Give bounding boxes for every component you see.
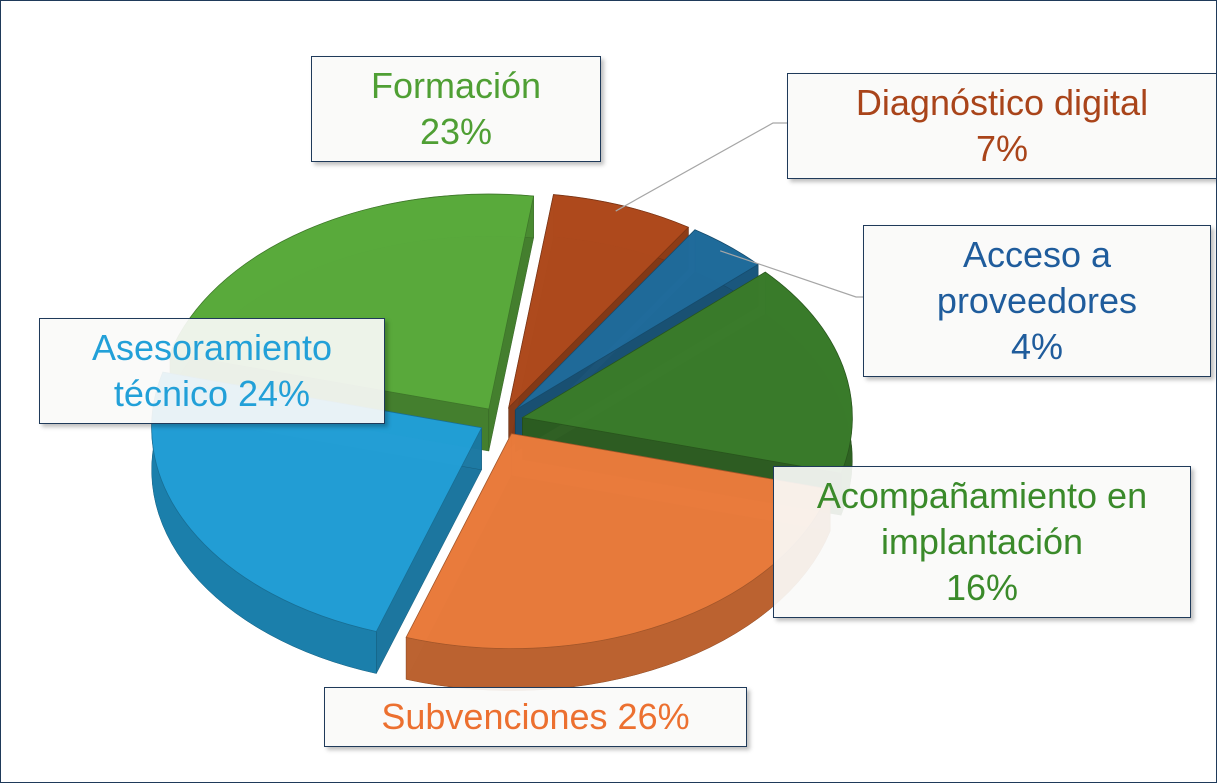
value-label: 23% — [419, 111, 493, 152]
value-label: 24% — [238, 373, 311, 414]
data-label: Asesoramiento técnico 24% — [39, 318, 385, 424]
category-label: Asesoramiento técnico — [91, 327, 333, 414]
data-label: Subvenciones 26% — [324, 687, 747, 747]
slice — [521, 271, 853, 474]
value-label: 4% — [1010, 326, 1064, 367]
value-label: 26% — [617, 696, 690, 737]
category-label: Acompañamiento en implantación — [816, 475, 1148, 562]
leader-line — [720, 250, 863, 298]
data-label: Diagnóstico digital 7% — [787, 73, 1216, 179]
value-label: 16% — [945, 567, 1019, 608]
slice — [514, 229, 759, 411]
category-label: Formación — [370, 65, 542, 106]
data-label: Acompañamiento en implantación 16% — [773, 466, 1191, 618]
value-label: 7% — [975, 128, 1029, 169]
data-label: Formación 23% — [311, 56, 601, 162]
data-label: Acceso a proveedores 4% — [863, 225, 1211, 377]
category-label: Diagnóstico digital — [855, 82, 1149, 123]
category-label: Acceso a proveedores — [936, 234, 1138, 321]
category-label: Subvenciones — [381, 696, 608, 737]
leader-line — [615, 122, 787, 212]
